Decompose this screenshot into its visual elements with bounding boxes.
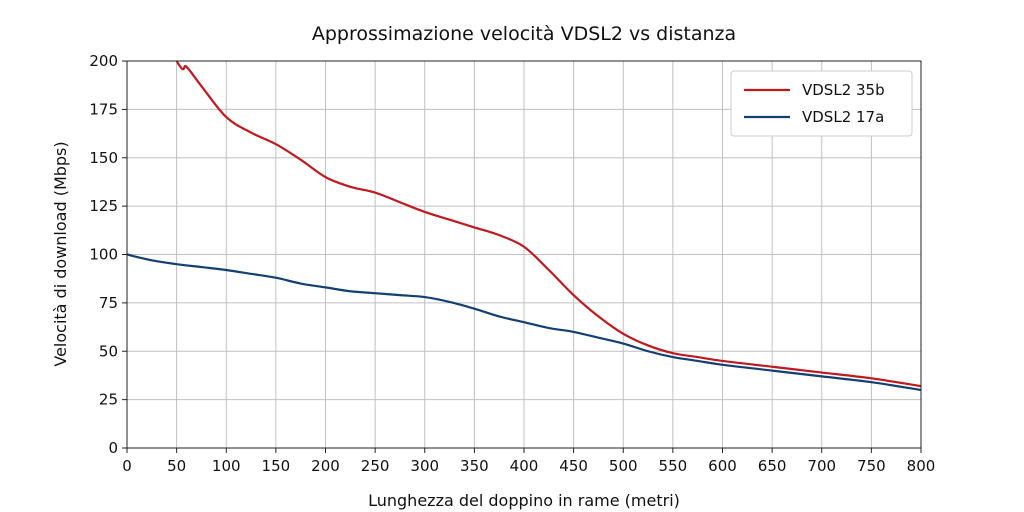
y-axis-label: Velocità di download (Mbps) <box>51 141 70 366</box>
x-tick-label: 750 <box>857 457 886 475</box>
y-tick-label: 50 <box>99 342 118 360</box>
series-line-vdsl2-17a <box>127 253 921 392</box>
x-tick-label: 300 <box>410 457 439 475</box>
y-tick-label: 150 <box>89 149 118 167</box>
y-tick-label: 0 <box>108 439 118 457</box>
x-tick-label: 550 <box>659 457 688 475</box>
y-tick-label: 125 <box>89 197 118 215</box>
x-tick-label: 200 <box>311 457 340 475</box>
legend-box <box>730 70 913 137</box>
y-tick-label: 100 <box>89 246 118 264</box>
x-tick-label: 150 <box>262 457 291 475</box>
y-tick-label: 75 <box>99 294 118 312</box>
x-tick-label: 400 <box>510 457 539 475</box>
x-tick-label: 500 <box>609 457 638 475</box>
x-tick-label: 650 <box>758 457 787 475</box>
x-axis-label: Lunghezza del doppino in rame (metri) <box>368 491 680 510</box>
series-line-vdsl2-35b <box>175 61 921 388</box>
x-tick-label: 700 <box>807 457 836 475</box>
x-tick-label: 600 <box>708 457 737 475</box>
legend-label-vdsl2-17a: VDSL2 17a <box>802 108 884 126</box>
x-tick-label: 100 <box>212 457 241 475</box>
series-layer <box>127 61 921 392</box>
y-tick-label: 200 <box>89 52 118 70</box>
legend-label-vdsl2-35b: VDSL2 35b <box>802 81 885 99</box>
chart-title: Approssimazione velocità VDSL2 vs distan… <box>312 23 736 45</box>
x-tick-label: 450 <box>559 457 588 475</box>
x-tick-label: 800 <box>907 457 936 475</box>
x-tick-label: 50 <box>167 457 186 475</box>
x-tick-label: 350 <box>460 457 489 475</box>
y-axis-ticks: 0 25 50 75 100 125 150 175 200 <box>89 52 127 457</box>
legend: VDSL2 35b VDSL2 17a <box>730 70 913 137</box>
x-axis-ticks: 0 50 100 150 200 250 300 350 400 450 500 550 600 650 7… <box>122 448 935 475</box>
x-tick-label: 250 <box>361 457 390 475</box>
y-tick-label: 175 <box>89 100 118 118</box>
x-tick-label: 0 <box>122 457 132 475</box>
y-tick-label: 25 <box>99 391 118 409</box>
